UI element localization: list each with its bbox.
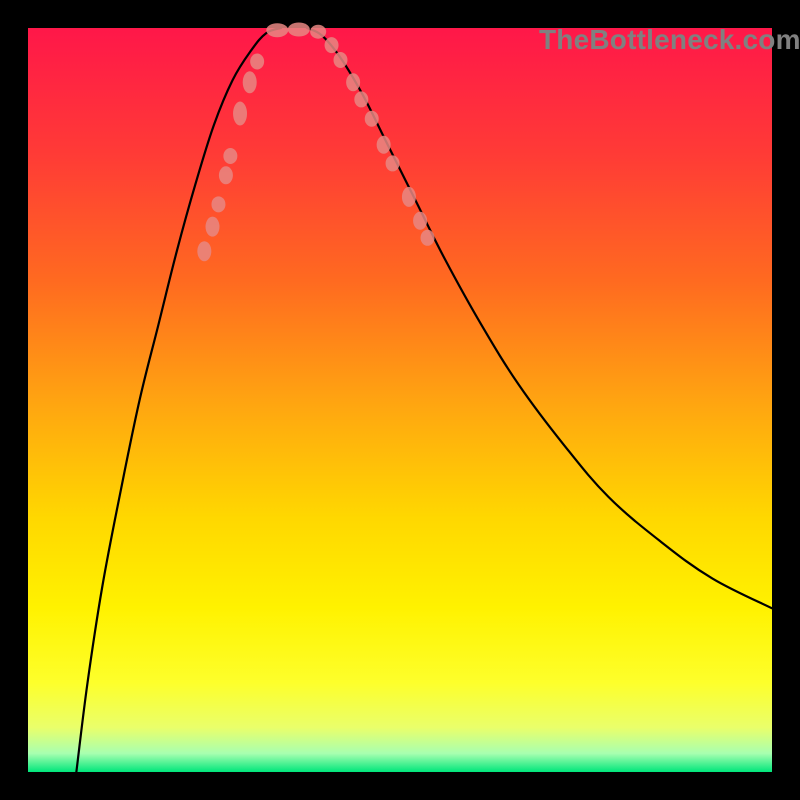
chart-svg bbox=[0, 0, 800, 800]
scatter-point bbox=[206, 217, 220, 237]
scatter-point bbox=[223, 148, 237, 164]
scatter-point bbox=[219, 166, 233, 184]
scatter-point bbox=[386, 155, 400, 171]
scatter-point bbox=[413, 212, 427, 230]
scatter-point bbox=[243, 71, 257, 93]
curves-layer bbox=[76, 28, 772, 772]
scatter-point bbox=[377, 136, 391, 154]
scatter-point bbox=[325, 37, 339, 53]
scatter-point bbox=[233, 102, 247, 126]
curve-left bbox=[76, 28, 281, 772]
scatter-point bbox=[310, 25, 326, 39]
scatter-point bbox=[211, 196, 225, 212]
scatter-point bbox=[250, 53, 264, 69]
scatter-point bbox=[346, 73, 360, 91]
scatter-point bbox=[288, 22, 310, 36]
scatter-layer bbox=[197, 22, 434, 261]
scatter-point bbox=[365, 111, 379, 127]
scatter-point bbox=[333, 52, 347, 68]
scatter-point bbox=[421, 230, 435, 246]
watermark: TheBottleneck.com bbox=[539, 24, 800, 56]
scatter-point bbox=[402, 187, 416, 207]
scatter-point bbox=[354, 91, 368, 107]
scatter-point bbox=[266, 23, 288, 37]
scatter-point bbox=[197, 241, 211, 261]
